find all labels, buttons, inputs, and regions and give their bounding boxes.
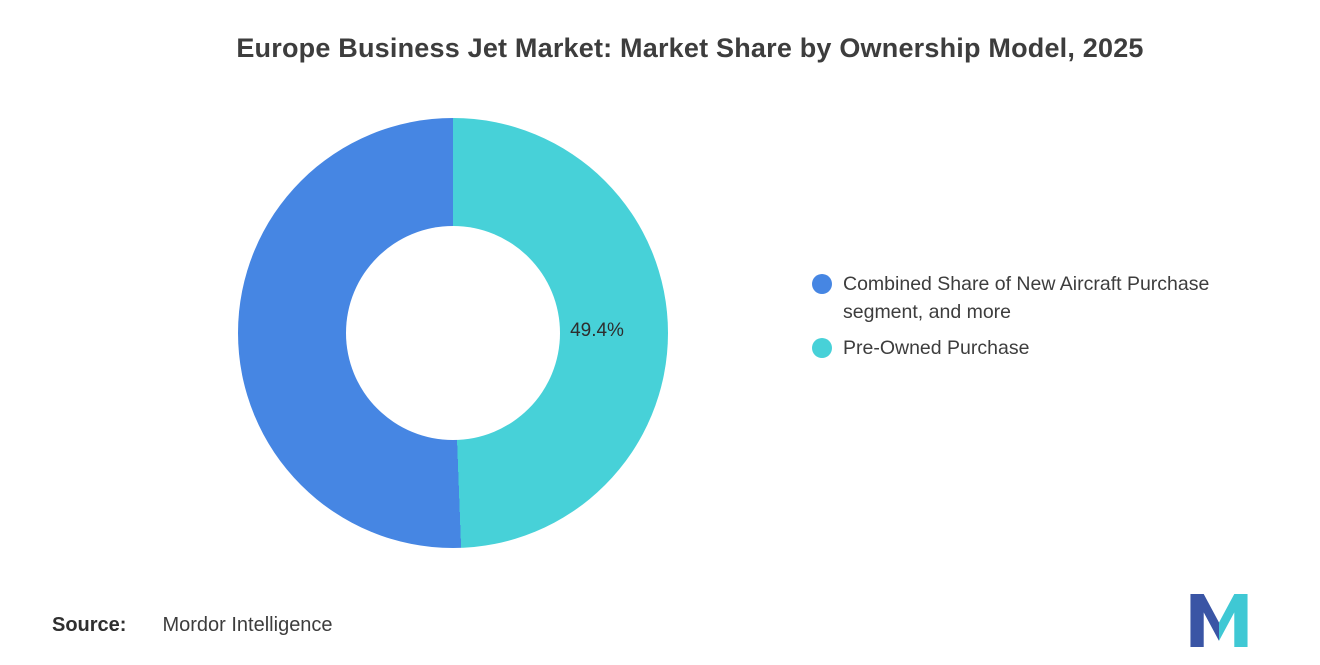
- legend-swatch-combined-share: [812, 274, 832, 294]
- legend-swatch-pre-owned: [812, 338, 832, 358]
- legend-label-combined-share: Combined Share of New Aircraft Purchase …: [843, 273, 1210, 323]
- donut-data-label: 49.4%: [570, 320, 624, 341]
- logo-right-shape: [1219, 594, 1248, 647]
- mordor-intelligence-logo: [1190, 594, 1248, 647]
- source-value: Mordor Intelligence: [162, 614, 333, 636]
- source-label: Source:: [52, 614, 127, 636]
- legend: Combined Share of New Aircraft Purchase …: [812, 270, 1282, 370]
- donut-hole: [346, 226, 560, 440]
- legend-label-pre-owned: Pre-Owned Purchase: [843, 337, 1030, 359]
- legend-item-pre-owned: Pre-Owned Purchase: [812, 334, 1282, 362]
- legend-item-combined-share: Combined Share of New Aircraft Purchase …: [812, 270, 1282, 326]
- source-row: Source: Mordor Intelligence: [52, 614, 333, 637]
- donut-chart: 49.4%: [238, 118, 668, 548]
- chart-title: Europe Business Jet Market: Market Share…: [236, 33, 1144, 63]
- logo-left-shape: [1190, 594, 1219, 647]
